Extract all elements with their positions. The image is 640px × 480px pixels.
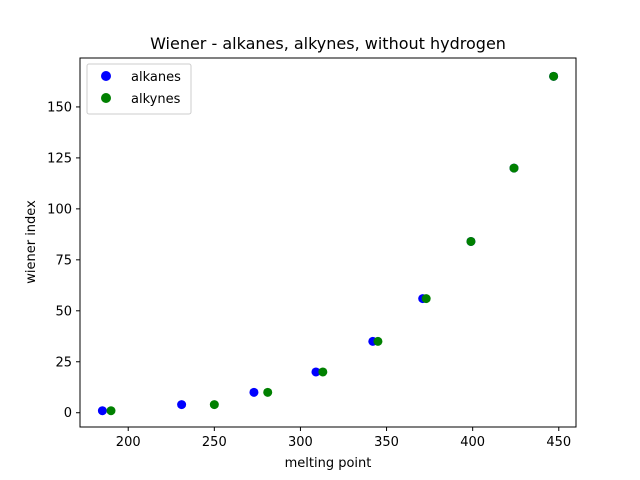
data-point-alkynes bbox=[209, 400, 219, 410]
x-tick-label: 300 bbox=[288, 435, 313, 450]
chart-title: Wiener - alkanes, alkynes, without hydro… bbox=[150, 34, 506, 53]
data-point-alkanes bbox=[177, 400, 187, 410]
data-point-alkanes bbox=[97, 406, 107, 416]
data-point-alkanes bbox=[311, 367, 321, 377]
data-points bbox=[97, 71, 559, 416]
data-point-alkynes bbox=[106, 406, 116, 416]
plot-area-frame bbox=[79, 57, 577, 428]
data-point-alkynes bbox=[373, 336, 383, 346]
legend: alkanes alkynes bbox=[86, 63, 192, 115]
y-tick-label: 100 bbox=[47, 202, 72, 217]
data-point-alkynes bbox=[509, 163, 519, 173]
x-tick-label: 200 bbox=[116, 435, 141, 450]
y-tick-label: 75 bbox=[55, 253, 72, 268]
data-point-alkynes bbox=[318, 367, 328, 377]
data-point-alkynes bbox=[466, 236, 476, 246]
legend-box bbox=[86, 63, 192, 115]
x-tick-label: 400 bbox=[460, 435, 485, 450]
legend-marker-alkynes bbox=[101, 93, 111, 103]
y-tick-label: 150 bbox=[47, 100, 72, 115]
y-tick-label: 50 bbox=[55, 304, 72, 319]
legend-label-alkanes: alkanes bbox=[131, 70, 181, 85]
data-point-alkynes bbox=[549, 71, 559, 81]
data-point-alkynes bbox=[263, 387, 273, 397]
y-tick-label: 125 bbox=[47, 151, 72, 166]
data-point-alkynes bbox=[421, 294, 431, 304]
x-tick-label: 450 bbox=[546, 435, 571, 450]
legend-marker-alkanes bbox=[101, 71, 111, 81]
x-axis-label: melting point bbox=[285, 456, 372, 471]
data-point-alkanes bbox=[249, 387, 259, 397]
legend-label-alkynes: alkynes bbox=[131, 92, 181, 107]
x-tick-label: 350 bbox=[374, 435, 399, 450]
x-tick-label: 250 bbox=[202, 435, 227, 450]
y-tick-label: 0 bbox=[64, 406, 72, 421]
y-tick-label: 25 bbox=[55, 355, 72, 370]
y-axis-label: wiener index bbox=[24, 200, 39, 284]
x-axis-ticks: 200 250 300 350 400 450 bbox=[116, 427, 571, 450]
y-axis-ticks: 0 25 50 75 100 125 150 bbox=[47, 100, 80, 421]
